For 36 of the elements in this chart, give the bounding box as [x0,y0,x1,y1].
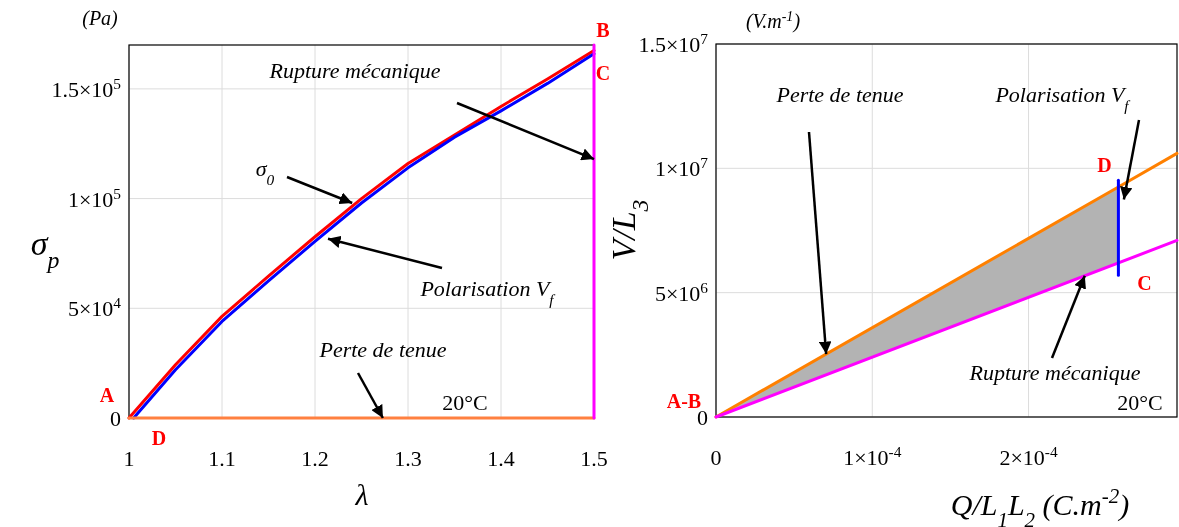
x-tick-label: 1.4 [487,446,515,471]
y-tick-label: 1×10$^{7}$ [654,153,709,182]
y-axis-title: σ$_{p}$ [30,225,60,273]
x-tick-label: 1.2 [301,446,329,471]
annotation: σ$_{0}$ [255,156,275,188]
annotation: Rupture mécanique [968,360,1141,385]
y-tick-label: 1×10$^{5}$ [67,184,122,212]
annotation: Perte de tenue [775,82,904,107]
x-tick-label: 1.1 [208,446,236,471]
annotation: D [1097,154,1112,177]
annotation: Perte de tenue [318,337,447,362]
annotation: D [151,427,167,449]
annotation: A [99,384,115,406]
x-axis-title: Q/L$_{1}$L$_{2}$ (C.m$^{-2}$) [950,484,1130,527]
y-tick-label: 5×10$^{6}$ [654,278,709,306]
x-tick-label: 1 [123,446,135,471]
y-tick-label: 5×10$^{4}$ [67,293,122,322]
annotation: Polarisation V$_{f}$ [419,276,557,308]
y-tick-label: 1.5×10$^{5}$ [51,74,122,102]
annotation: C [1137,271,1152,294]
x-tick-label: 1.5 [580,446,608,471]
x-axis-title: λ [354,478,369,511]
x-tick-label: 1.3 [394,446,422,471]
annotation: 20°C [1117,390,1163,415]
x-tick-label: 1×10$^{-4}$ [843,442,902,470]
annotation: 20°C [442,390,488,415]
annotation: Polarisation V$_{f}$ [994,82,1132,114]
annotation: C [595,62,611,85]
y-tick-label: 1.5×10$^{7}$ [638,29,709,57]
text: (V.m$^{-1}$) [745,8,801,33]
annotation: Rupture mécanique [268,58,441,83]
text: (Pa) [82,7,119,30]
x-tick-label: 2×10$^{-4}$ [999,442,1058,470]
annotation: A-B [666,390,702,412]
y-tick-label: 0 [110,406,121,431]
annotation: B [596,19,610,41]
